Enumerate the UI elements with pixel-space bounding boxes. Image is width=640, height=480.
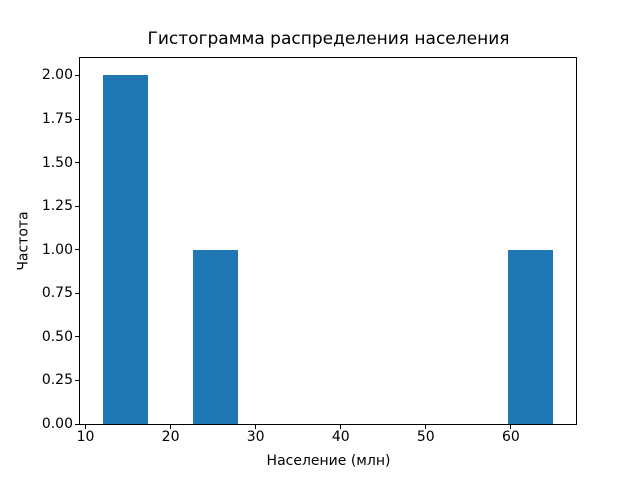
x-axis-tick-mark: [425, 425, 427, 429]
y-axis-tick-mark: [75, 423, 79, 425]
x-axis-tick-mark: [85, 425, 86, 429]
x-axis-tick-mark: [510, 425, 512, 429]
y-axis-tick-mark: [75, 74, 79, 76]
x-axis-tick-label: 10: [76, 429, 95, 445]
y-axis-tick-label: 1.75: [41, 111, 73, 127]
x-axis-label: Население (млн): [266, 453, 391, 469]
y-axis-tick-label: 0.00: [41, 416, 73, 432]
x-axis-tick-mark: [340, 425, 342, 429]
x-axis-tick-mark: [170, 425, 172, 429]
plot-area: [79, 57, 577, 425]
x-axis-tick-label: 30: [246, 429, 265, 445]
y-axis-tick-label: 1.50: [41, 154, 73, 171]
y-axis-tick-mark: [75, 162, 79, 164]
chart-title: Гистограмма распределения населения: [147, 29, 510, 49]
y-axis-tick-mark: [75, 249, 79, 251]
x-axis-tick-label: 50: [416, 429, 435, 445]
y-axis-tick-mark: [75, 205, 79, 207]
y-axis-tick-mark: [75, 336, 79, 338]
y-axis-tick-label: 0.75: [41, 285, 73, 302]
x-axis-tick-label: 40: [331, 429, 350, 445]
y-axis-tick-label: 1.00: [41, 241, 73, 258]
y-axis-tick-label: 1.25: [41, 198, 73, 215]
y-axis-tick-label: 0.50: [41, 328, 73, 345]
x-axis-tick-label: 60: [501, 429, 520, 445]
y-axis-tick-label: 0.25: [41, 372, 73, 389]
x-axis-tick-label: 20: [161, 429, 180, 445]
histogram-bar: [192, 249, 238, 424]
histogram-bar: [102, 75, 148, 424]
x-axis-tick-mark: [255, 425, 257, 429]
y-axis-tick-mark: [75, 118, 79, 120]
y-axis-tick-mark: [75, 292, 79, 294]
y-axis-tick-label: 2.00: [41, 67, 73, 84]
histogram-bar: [508, 249, 554, 424]
y-axis-tick-mark: [75, 379, 79, 381]
